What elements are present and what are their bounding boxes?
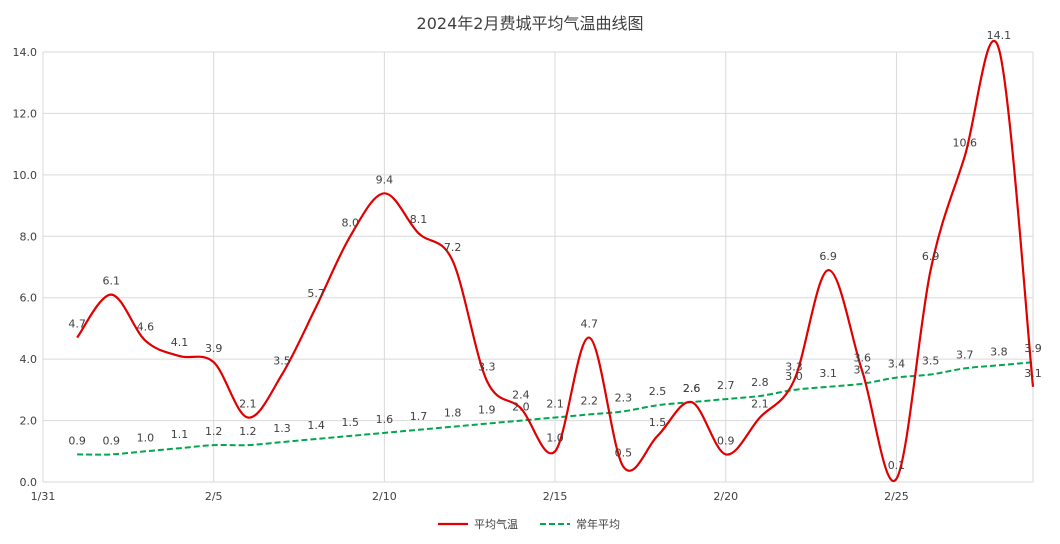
data-label-normal-temp: 1.7 — [410, 410, 428, 423]
data-label-normal-temp: 1.2 — [239, 425, 257, 438]
data-label-normal-temp: 3.4 — [888, 358, 906, 371]
data-label-average-temp: 7.2 — [444, 241, 462, 254]
data-label-average-temp: 9.4 — [376, 173, 394, 186]
data-label-normal-temp: 3.7 — [956, 348, 974, 361]
data-label-normal-temp: 3.5 — [922, 355, 940, 368]
data-label-average-temp: 3.9 — [205, 342, 223, 355]
y-tick-label: 2.0 — [20, 415, 38, 428]
data-label-normal-temp: 1.8 — [444, 407, 462, 420]
y-tick-label: 10.0 — [13, 169, 38, 182]
data-label-average-temp: 0.9 — [717, 434, 735, 447]
data-label-average-temp: 3.3 — [478, 361, 496, 374]
data-label-normal-temp: 2.6 — [683, 382, 701, 395]
data-label-normal-temp: 1.9 — [478, 404, 496, 417]
data-label-average-temp: 4.1 — [171, 336, 189, 349]
data-label-normal-temp: 0.9 — [103, 434, 121, 447]
series-line-average-temp — [76, 39, 1035, 483]
x-tick-label: 2/25 — [884, 490, 909, 503]
data-label-average-temp: 0.1 — [888, 459, 906, 472]
data-label-normal-temp: 3.1 — [819, 367, 837, 380]
data-label-average-temp: 2.4 — [512, 388, 530, 401]
data-label-normal-temp: 2.1 — [546, 398, 564, 411]
y-tick-label: 8.0 — [20, 230, 38, 243]
data-label-average-temp: 2.1 — [751, 398, 769, 411]
y-tick-label: 12.0 — [13, 107, 38, 120]
data-label-normal-temp: 1.0 — [137, 431, 155, 444]
data-label-normal-temp: 2.0 — [512, 401, 530, 414]
data-label-normal-temp: 2.2 — [580, 394, 598, 407]
x-tick-label: 2/15 — [543, 490, 568, 503]
data-label-normal-temp: 1.3 — [273, 422, 291, 435]
y-tick-label: 6.0 — [20, 292, 38, 305]
data-label-average-temp: 1.0 — [546, 431, 564, 444]
data-label-normal-temp: 2.3 — [615, 391, 633, 404]
data-label-normal-temp: 1.5 — [341, 416, 359, 429]
data-label-average-temp: 8.1 — [410, 213, 428, 226]
data-label-normal-temp: 3.0 — [785, 370, 803, 383]
x-tick-label: 2/10 — [372, 490, 397, 503]
data-label-layer: 4.7 6.1 4.6 4.1 3.9 2.1 3.5 5.7 8.0 9.4 8.1 7.2 3.3 2… — [68, 29, 1041, 472]
legend-label-normal-temp: 常年平均 — [576, 517, 620, 531]
data-label-normal-temp: 2.8 — [751, 376, 769, 389]
data-label-normal-temp: 3.8 — [990, 345, 1008, 358]
axis-layer: 0.0 2.0 4.0 6.0 8.0 10.0 12.0 14.0 1/31 2/5 2/10 2/… — [13, 46, 909, 503]
series-layer — [76, 39, 1035, 483]
data-label-normal-temp: 0.9 — [68, 434, 86, 447]
data-label-average-temp: 3.1 — [1024, 367, 1042, 380]
data-label-average-temp: 8.0 — [341, 216, 359, 229]
data-label-average-temp: 6.9 — [922, 250, 940, 263]
data-label-normal-temp: 1.2 — [205, 425, 223, 438]
x-tick-label: 2/20 — [713, 490, 738, 503]
data-label-normal-temp: 1.1 — [171, 428, 189, 441]
data-label-average-temp: 1.5 — [649, 416, 667, 429]
data-label-normal-temp: 2.7 — [717, 379, 735, 392]
y-tick-label: 14.0 — [13, 46, 38, 59]
grid-layer — [42, 51, 1034, 483]
data-label-average-temp: 3.3 — [785, 361, 803, 374]
data-label-average-temp: 3.5 — [273, 355, 291, 368]
y-tick-label: 4.0 — [20, 353, 38, 366]
chart-legend: 平均气温 常年平均 — [438, 517, 620, 531]
data-label-average-temp: 14.1 — [987, 29, 1012, 42]
data-label-average-temp: 6.1 — [103, 275, 121, 288]
x-tick-label: 2/5 — [205, 490, 223, 503]
data-label-normal-temp: 3.9 — [1024, 342, 1042, 355]
data-label-average-temp: 3.6 — [854, 351, 872, 364]
data-label-normal-temp: 3.2 — [854, 364, 872, 377]
data-label-average-temp: 0.5 — [615, 447, 633, 460]
x-tick-label: 1/31 — [31, 490, 56, 503]
data-label-average-temp: 10.6 — [952, 136, 977, 149]
data-label-average-temp: 2.1 — [239, 398, 257, 411]
y-tick-label: 0.0 — [20, 476, 38, 489]
data-label-average-temp: 4.6 — [137, 321, 155, 334]
data-label-average-temp: 4.7 — [68, 318, 86, 331]
data-label-normal-temp: 1.6 — [376, 413, 394, 426]
data-label-average-temp: 2.6 — [683, 382, 701, 395]
data-label-average-temp: 6.9 — [819, 250, 837, 263]
data-label-normal-temp: 2.5 — [649, 385, 667, 398]
data-label-normal-temp: 1.4 — [307, 419, 325, 432]
chart-title: 2024年2月费城平均气温曲线图 — [417, 14, 644, 33]
data-label-average-temp: 5.7 — [307, 287, 325, 300]
data-label-average-temp: 4.7 — [580, 318, 598, 331]
legend-label-average-temp: 平均气温 — [474, 517, 518, 531]
series-line-normal-temp — [77, 361, 1034, 456]
